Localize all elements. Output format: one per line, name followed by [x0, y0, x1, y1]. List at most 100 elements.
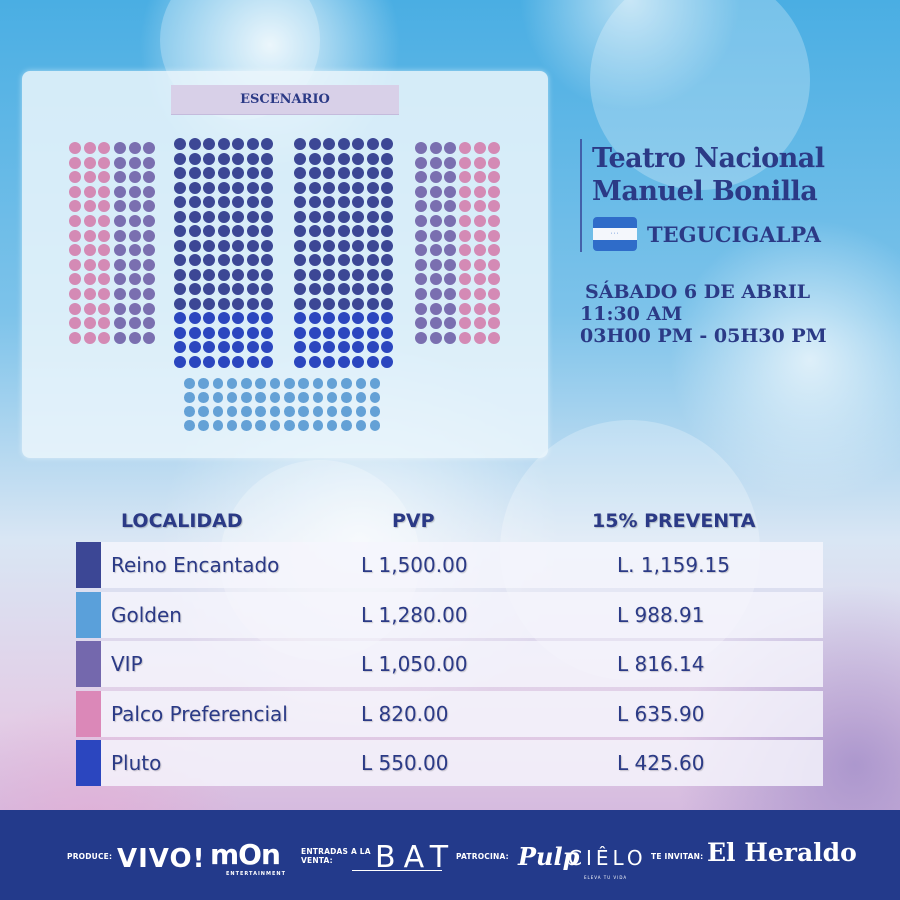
seat [184, 378, 195, 389]
seat [323, 225, 335, 237]
seat [355, 392, 367, 403]
seat [352, 167, 364, 179]
seat [323, 196, 335, 208]
seat [261, 225, 273, 237]
seat [459, 302, 471, 315]
seat [415, 302, 427, 315]
seat [444, 302, 456, 315]
event-date: SÁBADO 6 DE ABRIL [585, 281, 811, 303]
seat [337, 181, 350, 194]
price-row-golden: Golden L 1,280.00 L 988.91 [76, 591, 823, 638]
seat [174, 239, 186, 252]
seat [459, 156, 471, 169]
seat [143, 214, 155, 227]
seat [203, 181, 215, 194]
seat-block-center-left-reino [174, 138, 273, 310]
seat [98, 317, 110, 330]
seat [473, 273, 486, 286]
seat [83, 142, 96, 154]
seat [488, 214, 500, 227]
seat [69, 302, 81, 315]
vivo-logo: VIVO! [117, 844, 206, 874]
seat [429, 287, 442, 300]
seat [98, 273, 110, 286]
seat [444, 229, 456, 242]
seat [184, 392, 195, 403]
seat [415, 185, 427, 198]
seat [174, 225, 186, 237]
seat-block-rear-golden [184, 378, 381, 431]
mon-logo: mOn [210, 838, 281, 871]
seat [203, 152, 215, 165]
seat [188, 167, 201, 179]
seat [83, 331, 96, 344]
seat [341, 392, 352, 403]
seat [217, 196, 230, 208]
seat [294, 196, 306, 208]
seat [114, 156, 126, 169]
seat [114, 273, 126, 286]
seat [174, 283, 186, 295]
seat [459, 142, 471, 154]
seat [488, 273, 500, 286]
seat [415, 317, 427, 330]
seat [352, 152, 364, 165]
seat [294, 181, 306, 194]
cielo-subtitle: ELEVA TU VIDA [584, 875, 628, 880]
seat [459, 317, 471, 330]
seat [366, 283, 379, 295]
venue-title: Teatro Nacional Manuel Bonilla [592, 142, 825, 208]
seat [232, 341, 244, 353]
seat [323, 138, 335, 150]
seat [83, 287, 96, 300]
seat [369, 420, 381, 431]
seat [323, 326, 335, 339]
seat [381, 210, 393, 223]
seat [294, 210, 306, 223]
seat [294, 239, 306, 252]
seat [69, 185, 81, 198]
venue-title-line1: Teatro Nacional [592, 143, 825, 174]
pvp-price: L 1,280.00 [361, 602, 468, 627]
seat [69, 273, 81, 286]
seat [261, 283, 273, 295]
seat [429, 317, 442, 330]
seat [232, 268, 244, 281]
seat [429, 200, 442, 213]
seat [429, 331, 442, 344]
seat [415, 142, 427, 154]
seat [246, 268, 259, 281]
seat [312, 378, 324, 389]
seat [188, 341, 201, 353]
seat [128, 185, 141, 198]
seat [114, 331, 126, 344]
seat [337, 312, 350, 324]
el-heraldo-logo: El Heraldo [707, 838, 857, 867]
seat [308, 283, 321, 295]
seat [69, 156, 81, 169]
seat-block-center-right-reino [294, 138, 393, 310]
seat [174, 268, 186, 281]
seat [217, 181, 230, 194]
seat [128, 171, 141, 184]
seat [294, 254, 306, 266]
seat [341, 420, 352, 431]
seat [312, 420, 324, 431]
seat [217, 210, 230, 223]
seat [369, 406, 381, 417]
header-presale: 15% PREVENTA [592, 510, 756, 532]
seat [381, 152, 393, 165]
seat [226, 420, 238, 431]
seat [337, 225, 350, 237]
seat [188, 312, 201, 324]
seat [69, 331, 81, 344]
presale-price: L. 1,159.15 [617, 553, 730, 577]
seat [429, 229, 442, 242]
seat [203, 254, 215, 266]
seat [212, 378, 224, 389]
seat [143, 171, 155, 184]
seat [352, 225, 364, 237]
seat [69, 244, 81, 257]
seat [246, 239, 259, 252]
seat [294, 152, 306, 165]
